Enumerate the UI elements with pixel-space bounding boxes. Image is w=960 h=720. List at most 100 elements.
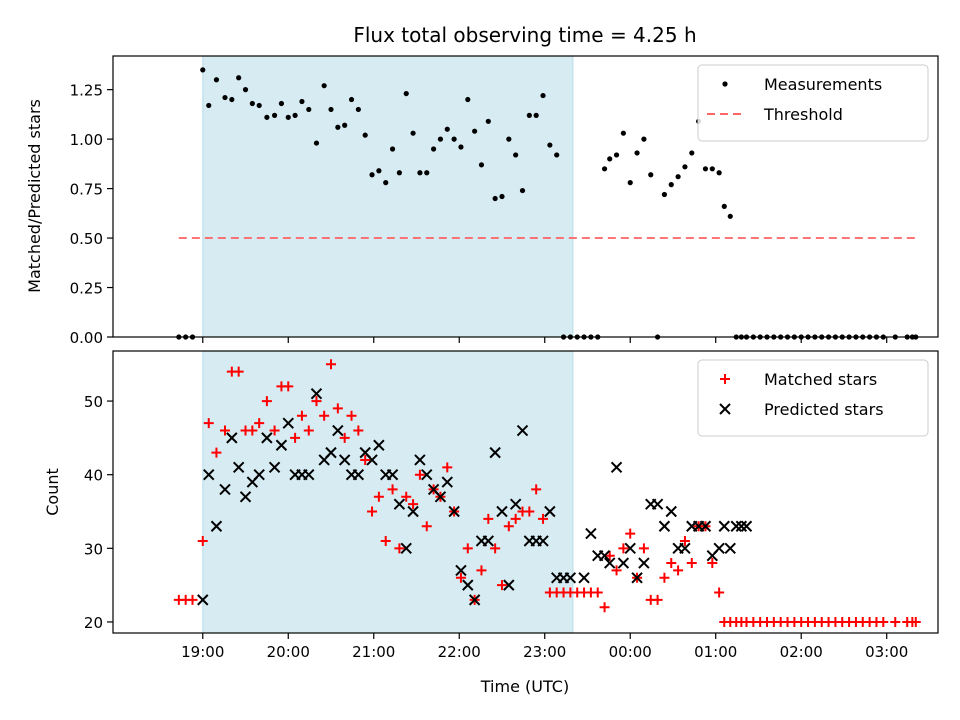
predicted-point: [338, 454, 351, 466]
measurement-point: [661, 191, 668, 198]
matched-point: [269, 425, 280, 436]
measurement-point: [554, 152, 560, 158]
predicted-point: [665, 505, 677, 518]
predicted-point: [651, 498, 664, 510]
legend-label: Measurements: [764, 75, 882, 94]
matched-point: [652, 594, 663, 605]
measurement-point: [721, 203, 727, 209]
measurement-point: [627, 180, 633, 186]
matched-point: [247, 425, 258, 436]
matched-point: [599, 602, 610, 613]
y-tick-label: 1.25: [70, 82, 103, 100]
measurement-point: [236, 75, 242, 81]
matched-point: [510, 513, 521, 524]
predicted-point: [735, 520, 748, 532]
y-tick-label: 0.75: [70, 181, 103, 199]
y-tick-label: 50: [84, 393, 103, 411]
matched-point: [531, 484, 542, 495]
measurement-point: [675, 174, 681, 180]
predicted-point: [400, 542, 412, 555]
measurement-point: [348, 96, 355, 103]
matched-point: [414, 469, 425, 480]
y-tick-label: 1.00: [70, 131, 103, 149]
measurement-point: [242, 87, 249, 93]
measurement-point: [601, 166, 608, 172]
matched-point: [380, 535, 391, 546]
predicted-point: [740, 520, 753, 532]
observing-window-span-count: [202, 350, 574, 634]
predicted-point: [352, 468, 365, 481]
matched-point: [197, 535, 208, 546]
predicted-point: [282, 417, 294, 429]
x-tick-label: 21:00: [352, 643, 395, 661]
matched-point: [401, 491, 412, 502]
measurement-point: [519, 187, 526, 194]
measurement-point: [682, 164, 688, 170]
predicted-point: [232, 461, 245, 474]
matched-point: [290, 432, 301, 443]
predicted-point: [393, 498, 406, 510]
predicted-point: [239, 491, 252, 503]
matched-point: [638, 543, 649, 554]
measurement-point: [206, 102, 212, 109]
measurement-point: [213, 77, 220, 83]
measurement-point: [513, 152, 519, 158]
predicted-point: [219, 483, 231, 496]
measurement-point: [389, 146, 396, 152]
matched-point: [254, 418, 265, 429]
y-tick-label: 30: [84, 540, 103, 558]
predicted-point: [617, 557, 630, 569]
matched-point: [219, 425, 230, 436]
measurement-point: [485, 118, 491, 124]
matched-point: [618, 543, 629, 554]
measurement-point: [472, 128, 478, 134]
predicted-point: [578, 572, 590, 584]
matched-point: [476, 565, 487, 576]
predicted-point: [503, 579, 515, 591]
x-tick-label: 19:00: [181, 643, 224, 661]
matched-point: [408, 499, 419, 510]
measurement-point: [355, 106, 361, 113]
measurement-point: [335, 124, 341, 130]
measurement-point: [299, 98, 305, 105]
matched-point: [296, 410, 307, 421]
matched-point: [538, 513, 549, 524]
predicted-point: [373, 439, 385, 451]
measurement-point: [648, 172, 654, 178]
measurement-point: [727, 213, 733, 219]
measurement-point: [410, 130, 416, 136]
y-tick-label: 0.50: [70, 230, 103, 248]
legend-count: Matched stars Predicted stars: [697, 359, 929, 437]
legend-box: [697, 64, 929, 142]
predicted-point: [631, 572, 643, 584]
legend-label: Matched stars: [764, 370, 877, 389]
predicted-point: [366, 454, 378, 466]
measurement-point: [285, 114, 291, 120]
y-tick-label: 40: [84, 467, 103, 485]
predicted-point: [455, 564, 467, 577]
matched-point: [625, 528, 636, 539]
matched-point: [592, 587, 603, 598]
predicted-point: [253, 468, 265, 481]
predicted-point: [604, 557, 616, 569]
predicted-point: [441, 476, 453, 488]
measurement-point: [458, 144, 464, 150]
legend-marker-measurements: [722, 81, 728, 87]
measurement-point: [430, 146, 437, 152]
matched-point: [339, 432, 350, 443]
measurement-point: [716, 170, 722, 176]
predicted-point: [310, 387, 323, 400]
chart-title: Flux total observing time = 4.25 h: [353, 23, 696, 47]
measurement-point: [362, 132, 368, 138]
measurement-point: [547, 142, 553, 148]
matched-point: [490, 543, 501, 554]
measurement-point: [634, 150, 640, 156]
measurement-point: [417, 170, 423, 176]
series-matched-stars: [173, 359, 921, 627]
measurement-point: [607, 156, 613, 162]
matched-point: [187, 594, 198, 605]
measurement-point: [321, 83, 327, 89]
predicted-point: [407, 505, 419, 518]
matched-point: [283, 381, 294, 392]
measurement-point: [292, 112, 298, 118]
